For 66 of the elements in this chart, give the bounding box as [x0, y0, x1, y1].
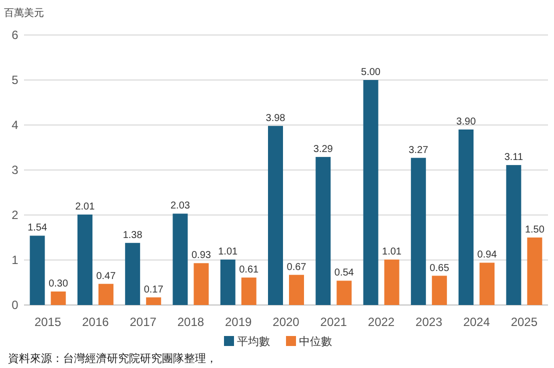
- bar: [506, 165, 522, 305]
- y-tick-label: 6: [12, 28, 19, 42]
- bar: [458, 130, 474, 305]
- bar: [363, 80, 378, 305]
- bar: [316, 156, 331, 305]
- data-label: 3.98: [266, 112, 286, 124]
- data-label: 1.01: [218, 246, 238, 258]
- bar: [384, 260, 400, 305]
- bar: [30, 236, 45, 305]
- data-label: 0.30: [48, 278, 68, 290]
- bar: [241, 278, 256, 305]
- data-label: 0.61: [239, 264, 260, 276]
- data-label: 0.94: [477, 250, 498, 261]
- x-tick-label: 2022: [368, 315, 395, 329]
- data-label: 0.17: [144, 284, 164, 296]
- data-label: 3.11: [504, 152, 524, 164]
- bar: [527, 238, 542, 305]
- bar: [289, 274, 304, 305]
- bar: [172, 214, 188, 305]
- y-tick-label: 0: [12, 298, 19, 312]
- x-tick-label: 2023: [416, 315, 443, 329]
- y-tick-label: 3: [12, 163, 19, 177]
- data-label: 0.65: [430, 262, 450, 274]
- bar: [146, 297, 162, 305]
- data-label: 0.67: [286, 262, 307, 273]
- x-tick-label: 2021: [320, 315, 348, 329]
- x-tick-label: 2025: [510, 315, 538, 329]
- bar: [50, 292, 66, 305]
- bar: [336, 280, 352, 305]
- data-label: 3.29: [313, 144, 334, 155]
- bar: [410, 158, 426, 305]
- data-label: 0.47: [96, 270, 116, 282]
- data-label: 3.27: [408, 144, 429, 156]
- data-label: 5.00: [361, 67, 381, 78]
- y-axis-title: 百萬美元: [4, 7, 44, 19]
- bar: [432, 276, 447, 305]
- y-tick-label: 5: [12, 73, 19, 87]
- data-label: 2.03: [170, 200, 190, 212]
- x-tick-label: 2020: [272, 315, 300, 329]
- bar: [125, 242, 140, 305]
- data-label: 0.54: [334, 268, 354, 279]
- x-tick-label: 2016: [82, 315, 110, 329]
- data-label: 0.93: [191, 250, 212, 262]
- y-tick-label: 1: [12, 253, 19, 267]
- x-tick-label: 2024: [463, 315, 490, 329]
- bar: [77, 214, 92, 305]
- data-label: 2.01: [75, 202, 96, 213]
- data-label: 1.01: [382, 246, 402, 258]
- x-tick-label: 2017: [130, 315, 157, 329]
- data-label: 1.50: [524, 224, 545, 236]
- bar: [98, 284, 114, 305]
- bar: [220, 260, 236, 305]
- data-label: 1.38: [122, 230, 143, 241]
- data-label: 3.90: [456, 116, 476, 128]
- y-tick-label: 4: [12, 118, 19, 132]
- legend-label: 中位數: [299, 335, 332, 348]
- source-note: 資料來源：台灣經濟研究院研究團隊整理，: [8, 352, 217, 365]
- x-tick-label: 2018: [177, 315, 204, 329]
- data-label: 1.54: [28, 222, 48, 234]
- legend-label: 平均數: [237, 336, 270, 348]
- x-tick-label: 2015: [34, 315, 62, 329]
- bar: [194, 263, 209, 305]
- x-tick-label: 2019: [225, 315, 252, 329]
- bar: [480, 262, 495, 305]
- bar: [268, 126, 283, 305]
- y-tick-label: 2: [12, 208, 19, 222]
